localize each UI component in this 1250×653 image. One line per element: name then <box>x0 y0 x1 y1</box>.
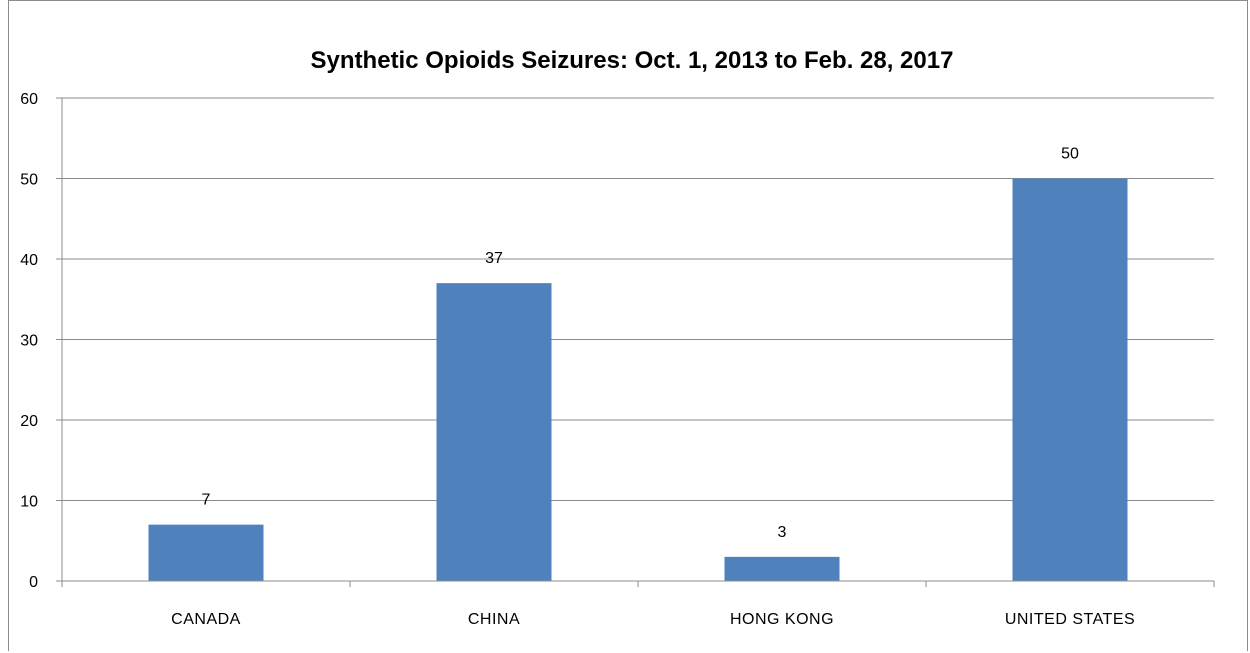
x-category-label: CHINA <box>468 611 520 628</box>
x-category-label: UNITED STATES <box>1005 611 1135 628</box>
data-label: 37 <box>485 250 503 267</box>
bar <box>724 556 840 581</box>
y-tick-label: 20 <box>20 413 38 430</box>
bar <box>1012 178 1128 581</box>
data-label: 3 <box>778 524 787 541</box>
x-category-label: HONG KONG <box>730 611 834 628</box>
y-tick-label: 30 <box>20 333 38 350</box>
y-tick-label: 40 <box>20 252 38 269</box>
y-tick-label: 60 <box>20 91 38 108</box>
axes <box>61 98 1215 587</box>
bar <box>436 283 552 581</box>
chart-title: Synthetic Opioids Seizures: Oct. 1, 2013… <box>311 47 954 74</box>
y-axis-ticks: 0 10 20 30 40 50 60 <box>20 91 62 591</box>
x-axis-categories: CANADA CHINA HONG KONG UNITED STATES <box>171 611 1135 628</box>
y-tick-label: 0 <box>29 574 38 591</box>
data-labels: 7 37 3 50 <box>202 146 1079 541</box>
bars <box>148 178 1128 581</box>
y-tick-label: 10 <box>20 494 38 511</box>
y-tick-label: 50 <box>20 172 38 189</box>
x-category-label: CANADA <box>171 611 241 628</box>
data-label: 50 <box>1061 146 1079 163</box>
bar <box>148 524 264 581</box>
data-label: 7 <box>202 492 211 509</box>
